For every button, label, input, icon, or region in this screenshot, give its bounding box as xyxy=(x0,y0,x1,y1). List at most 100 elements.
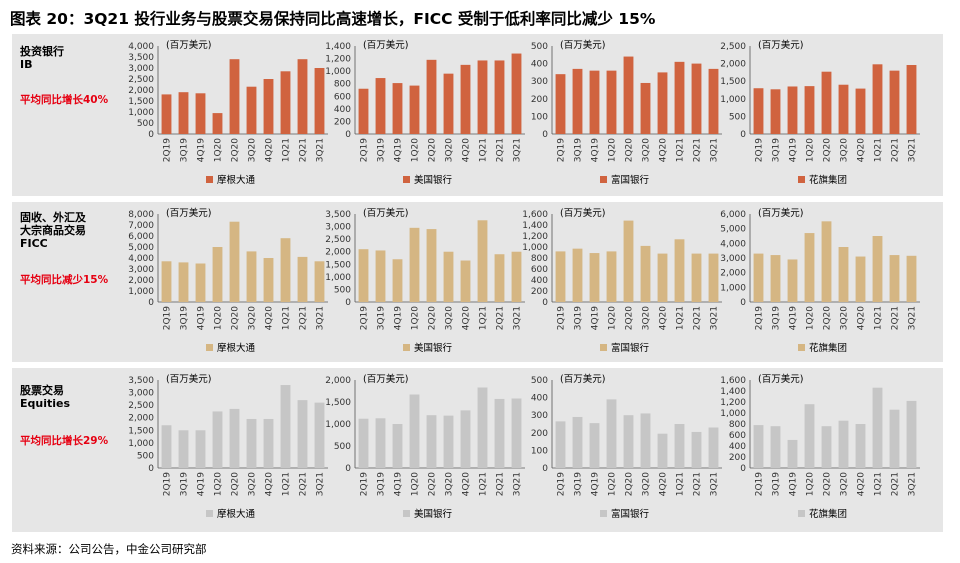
x-tick-label: 2Q21 xyxy=(496,306,506,330)
y-tick-label: 300 xyxy=(531,77,548,87)
x-tick-label: 2Q20 xyxy=(823,472,833,497)
x-tick-label: 2Q21 xyxy=(891,472,901,496)
bar xyxy=(460,64,471,134)
bar xyxy=(708,427,719,468)
bar-chart-1-3: (百万美元) 0 1,000 2,000 3,000 4,000 5,000 6,000 2Q1… xyxy=(720,207,920,354)
bar xyxy=(443,73,454,134)
bar xyxy=(460,260,471,302)
bar xyxy=(787,86,798,134)
legend-swatch xyxy=(600,176,607,183)
x-tick-label: 2Q19 xyxy=(755,472,765,497)
x-tick-label: 2Q19 xyxy=(163,306,173,331)
x-tick-label: 2Q20 xyxy=(823,138,833,163)
bar xyxy=(280,71,291,134)
x-tick-label: 4Q20 xyxy=(857,306,867,331)
bar xyxy=(161,261,172,302)
bar xyxy=(297,400,308,468)
y-tick-label: 2,000 xyxy=(720,269,746,279)
x-tick-label: 1Q21 xyxy=(282,138,292,162)
y-tick-label: 0 xyxy=(740,130,746,140)
bar xyxy=(358,249,369,302)
bar xyxy=(753,88,764,134)
bar xyxy=(589,423,600,468)
x-tick-label: 4Q20 xyxy=(265,306,275,331)
bar xyxy=(555,251,566,302)
bar xyxy=(770,89,781,134)
x-tick-label: 1Q21 xyxy=(479,472,489,496)
legend-swatch xyxy=(600,510,607,517)
unit-label: (百万美元) xyxy=(166,207,211,219)
bar xyxy=(494,398,505,468)
bar xyxy=(674,424,685,468)
bar xyxy=(640,413,651,468)
bar xyxy=(804,233,815,302)
x-tick-label: 2Q19 xyxy=(755,306,765,331)
unit-label: (百万美元) xyxy=(758,207,803,219)
bar-chart-2-0: (百万美元) 0 500 1,000 1,500 2,000 2,500 3,000 3,500… xyxy=(128,373,328,520)
y-tick-label: 1,500 xyxy=(325,260,351,270)
x-tick-label: 2Q21 xyxy=(496,138,506,162)
x-tick-label: 3Q21 xyxy=(513,306,523,330)
x-tick-label: 2Q19 xyxy=(557,472,567,497)
y-tick-label: 0 xyxy=(345,464,351,474)
y-tick-label: 2,000 xyxy=(325,248,351,258)
bar xyxy=(314,402,325,468)
x-tick-label: 1Q21 xyxy=(874,472,884,496)
bar xyxy=(280,238,291,302)
bar xyxy=(195,93,206,134)
y-tick-label: 200 xyxy=(531,429,548,439)
bar xyxy=(392,259,403,302)
y-tick-label: 1,000 xyxy=(522,243,548,253)
unit-label: (百万美元) xyxy=(166,39,211,51)
x-tick-label: 2Q19 xyxy=(163,138,173,163)
y-tick-label: 3,000 xyxy=(720,254,746,264)
y-tick-label: 800 xyxy=(531,254,548,264)
bar xyxy=(674,239,685,302)
bar xyxy=(674,61,685,135)
bar xyxy=(375,78,386,134)
x-tick-label: 3Q19 xyxy=(574,306,584,331)
x-tick-label: 1Q20 xyxy=(806,306,816,331)
y-tick-label: 0 xyxy=(542,298,548,308)
bar xyxy=(263,79,274,134)
bar xyxy=(555,74,566,134)
bar xyxy=(246,251,257,302)
x-tick-label: 3Q21 xyxy=(316,138,326,162)
x-tick-label: 2Q20 xyxy=(625,138,635,163)
bar xyxy=(691,431,702,468)
x-tick-label: 3Q21 xyxy=(908,138,918,162)
y-tick-label: 1,000 xyxy=(325,273,351,283)
bar xyxy=(195,430,206,468)
bar xyxy=(426,415,437,468)
x-tick-label: 4Q20 xyxy=(857,138,867,163)
bar xyxy=(572,68,583,134)
bar-chart-2-1: (百万美元) 0 500 1,000 1,500 2,000 2Q19 3Q19 4Q19 1Q2… xyxy=(325,373,525,520)
x-tick-label: 3Q21 xyxy=(908,472,918,496)
y-tick-label: 0 xyxy=(148,464,154,474)
x-tick-label: 1Q21 xyxy=(874,138,884,162)
bar xyxy=(555,421,566,468)
x-tick-label: 4Q19 xyxy=(591,472,601,497)
unit-label: (百万美元) xyxy=(560,207,605,219)
x-tick-label: 3Q20 xyxy=(642,472,652,497)
x-tick-label: 3Q21 xyxy=(710,472,720,496)
bar xyxy=(606,399,617,468)
y-tick-label: 800 xyxy=(334,80,351,90)
x-tick-label: 3Q20 xyxy=(248,306,258,331)
y-tick-label: 1,500 xyxy=(720,77,746,87)
legend-swatch xyxy=(798,510,805,517)
bar xyxy=(889,255,900,302)
legend-label: 摩根大通 xyxy=(217,508,256,520)
y-tick-label: 100 xyxy=(531,112,548,122)
y-tick-label: 2,500 xyxy=(720,42,746,52)
bar xyxy=(375,418,386,468)
y-tick-label: 2,500 xyxy=(128,401,154,411)
bar xyxy=(787,439,798,468)
y-tick-label: 600 xyxy=(531,265,548,275)
y-tick-label: 4,000 xyxy=(720,239,746,249)
x-tick-label: 1Q21 xyxy=(676,306,686,330)
bar xyxy=(872,236,883,302)
legend-label: 摩根大通 xyxy=(217,342,256,354)
x-tick-label: 2Q21 xyxy=(299,306,309,330)
